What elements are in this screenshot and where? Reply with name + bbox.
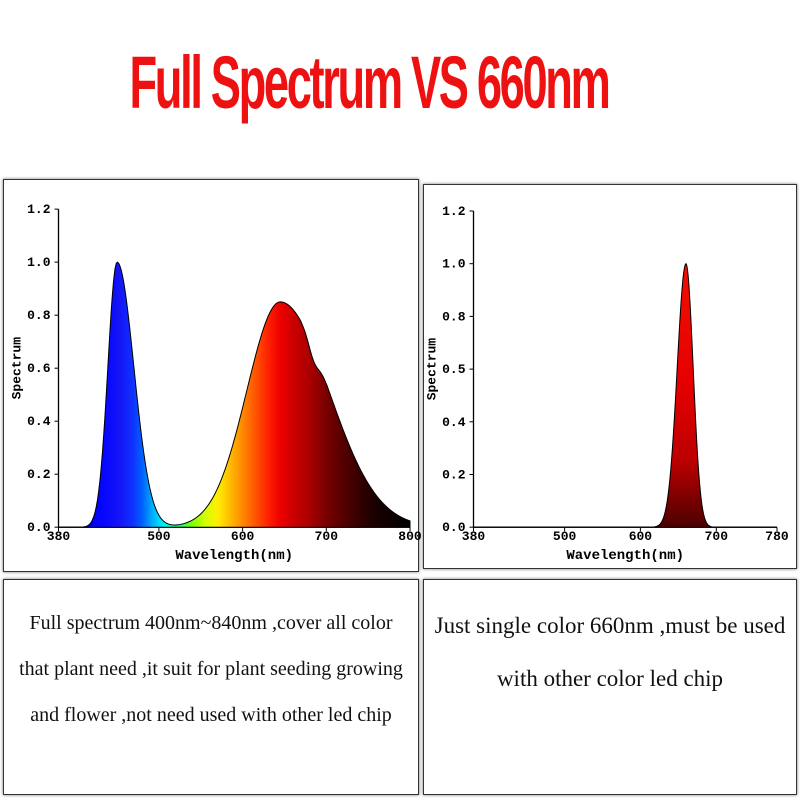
svg-text:0.2: 0.2 — [442, 468, 466, 483]
svg-text:Wavelength(nm): Wavelength(nm) — [566, 548, 684, 564]
svg-text:380: 380 — [47, 529, 71, 544]
svg-text:0.8: 0.8 — [442, 309, 466, 324]
svg-text:500: 500 — [553, 529, 577, 544]
svg-text:0.6: 0.6 — [27, 361, 51, 376]
svg-text:1.2: 1.2 — [27, 202, 51, 217]
svg-text:1.0: 1.0 — [27, 255, 51, 270]
svg-text:0.8: 0.8 — [27, 308, 51, 323]
svg-text:0.4: 0.4 — [442, 415, 466, 430]
svg-text:500: 500 — [147, 529, 171, 544]
svg-text:Spectrum: Spectrum — [425, 338, 440, 401]
svg-text:700: 700 — [315, 529, 339, 544]
svg-text:600: 600 — [629, 529, 653, 544]
svg-text:600: 600 — [231, 529, 255, 544]
svg-text:0.5: 0.5 — [442, 362, 466, 377]
svg-text:700: 700 — [705, 529, 729, 544]
svg-text:1.0: 1.0 — [442, 257, 466, 272]
svg-text:800: 800 — [398, 529, 422, 544]
svg-text:0.2: 0.2 — [27, 467, 51, 482]
svg-text:Wavelength(nm): Wavelength(nm) — [175, 548, 293, 564]
svg-text:Spectrum: Spectrum — [10, 337, 25, 400]
svg-text:0.4: 0.4 — [27, 414, 51, 429]
svg-text:1.2: 1.2 — [442, 204, 466, 219]
svg-text:380: 380 — [462, 529, 486, 544]
svg-text:780: 780 — [765, 529, 789, 544]
